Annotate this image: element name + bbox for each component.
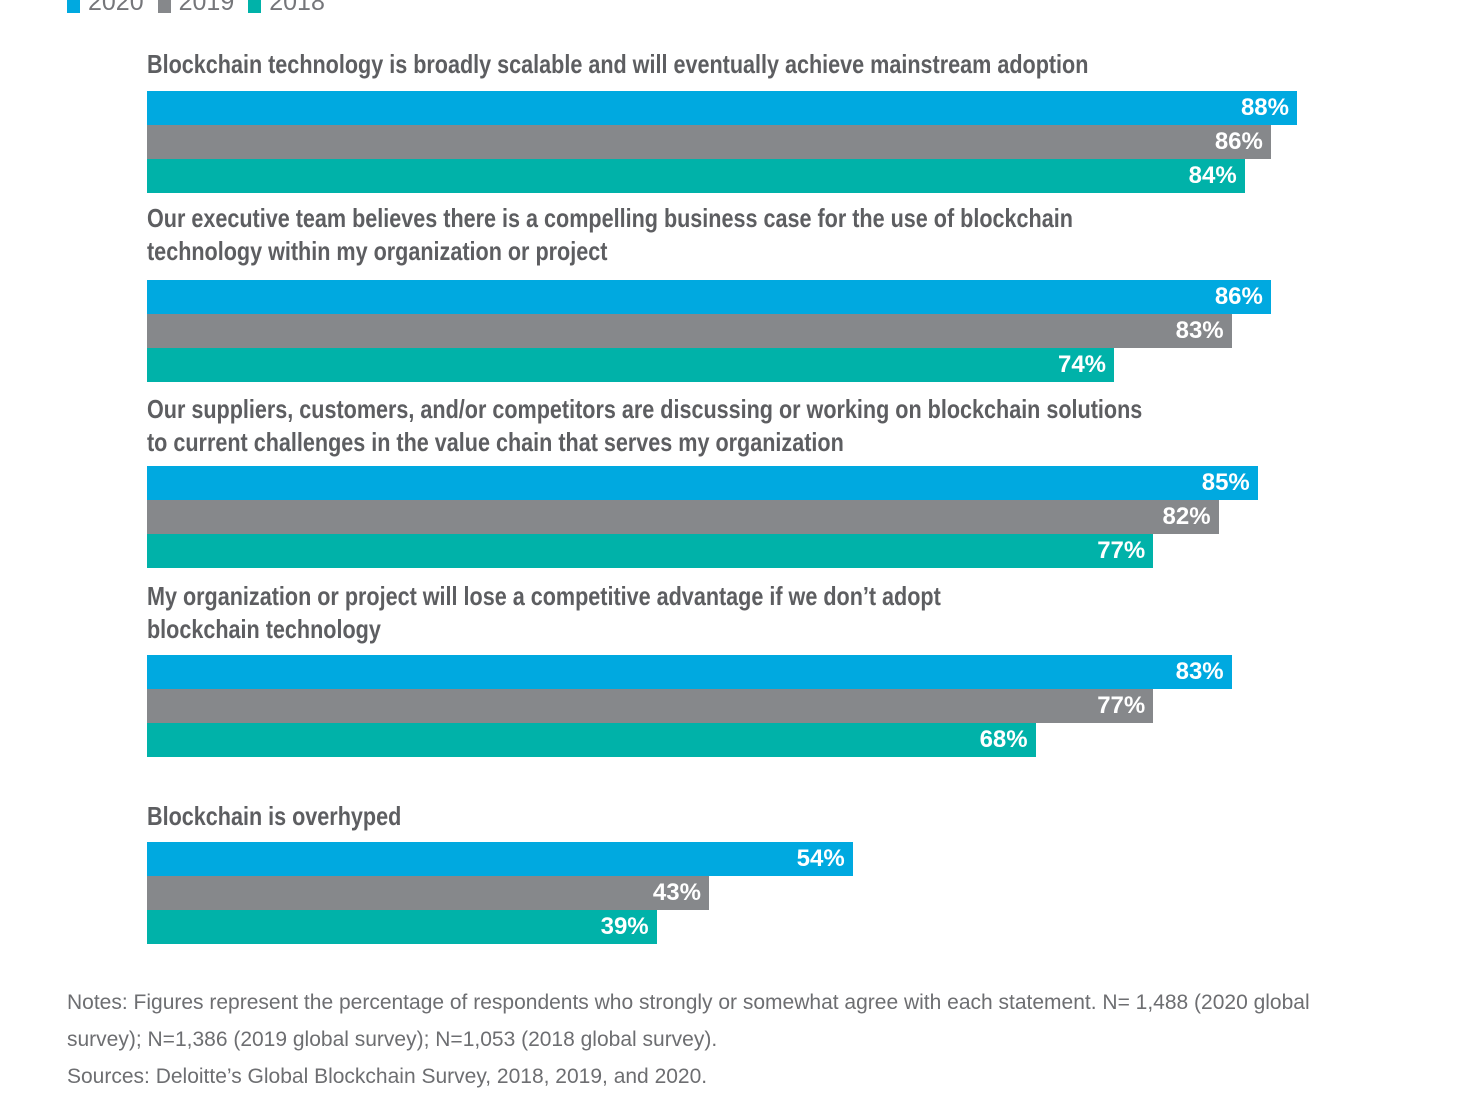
- category-label-line: blockchain technology: [147, 614, 381, 644]
- bar-2020: 85%: [147, 466, 1258, 500]
- category-label-line: technology within my organization or pro…: [147, 236, 608, 266]
- bar-2019: 77%: [147, 689, 1154, 723]
- bar-2020: 86%: [147, 280, 1271, 314]
- data-label: 83%: [1175, 658, 1224, 685]
- bar-group: 54% 43% 39%: [147, 842, 853, 944]
- bar-2018: 74%: [147, 348, 1115, 382]
- data-label: 86%: [1214, 283, 1263, 310]
- bar-2020: 54%: [147, 842, 853, 876]
- data-label: 43%: [652, 879, 701, 906]
- category-label-line: My organization or project will lose a c…: [147, 581, 941, 611]
- notes-text: Notes: Figures represent the percentage …: [67, 991, 1310, 1051]
- category-label: Blockchain technology is broadly scalabl…: [147, 48, 1226, 81]
- legend-swatch: [157, 0, 171, 13]
- bar-2020: 83%: [147, 655, 1232, 689]
- category-label-line: to current challenges in the value chain…: [147, 427, 844, 457]
- data-label: 39%: [600, 913, 649, 940]
- bar-2018: 68%: [147, 723, 1036, 757]
- sources-text: Sources: Deloitte’s Global Blockchain Su…: [67, 1065, 708, 1088]
- bar-group: 86% 83% 74%: [147, 280, 1271, 382]
- legend-label: 2018: [269, 0, 325, 16]
- chart-notes: Notes: Figures represent the percentage …: [67, 984, 1387, 1095]
- legend: 2020 2019 2018: [67, 0, 325, 17]
- data-label: 85%: [1201, 469, 1250, 496]
- data-label: 82%: [1162, 503, 1211, 530]
- legend-swatch: [67, 0, 80, 13]
- legend-label: 2019: [178, 0, 235, 16]
- legend-item-2019: 2019: [157, 0, 235, 17]
- category-label-line: Blockchain technology is broadly scalabl…: [147, 49, 1089, 79]
- bar-group: 88% 86% 84%: [147, 91, 1297, 193]
- category-label-line: Blockchain is overhyped: [147, 801, 402, 831]
- data-label: 84%: [1188, 162, 1237, 189]
- legend-item-2018: 2018: [248, 0, 325, 17]
- data-label: 54%: [796, 845, 845, 872]
- bar-2019: 43%: [147, 876, 709, 910]
- category-label: Our suppliers, customers, and/or competi…: [147, 393, 1226, 459]
- legend-label: 2020: [88, 0, 144, 16]
- legend-swatch: [248, 0, 262, 13]
- data-label: 88%: [1240, 94, 1289, 121]
- bar-2018: 84%: [147, 159, 1245, 193]
- bar-group: 85% 82% 77%: [147, 466, 1258, 568]
- category-label: Blockchain is overhyped: [147, 800, 1226, 833]
- category-label-line: Our executive team believes there is a c…: [147, 203, 1073, 233]
- data-label: 86%: [1214, 128, 1263, 155]
- bar-group: 83% 77% 68%: [147, 655, 1232, 757]
- category-label-line: Our suppliers, customers, and/or competi…: [147, 394, 1143, 424]
- legend-item-2020: 2020: [67, 0, 144, 17]
- bar-2019: 82%: [147, 500, 1219, 534]
- bar-2019: 83%: [147, 314, 1232, 348]
- bar-2018: 77%: [147, 534, 1154, 568]
- data-label: 77%: [1097, 537, 1146, 564]
- bar-2019: 86%: [147, 125, 1271, 159]
- bar-2018: 39%: [147, 910, 657, 944]
- category-label: My organization or project will lose a c…: [147, 580, 1226, 646]
- data-label: 74%: [1057, 351, 1107, 378]
- data-label: 68%: [979, 726, 1028, 753]
- data-label: 77%: [1097, 692, 1146, 719]
- bar-2020: 88%: [147, 91, 1297, 125]
- data-label: 83%: [1175, 317, 1224, 344]
- category-label: Our executive team believes there is a c…: [147, 202, 1226, 268]
